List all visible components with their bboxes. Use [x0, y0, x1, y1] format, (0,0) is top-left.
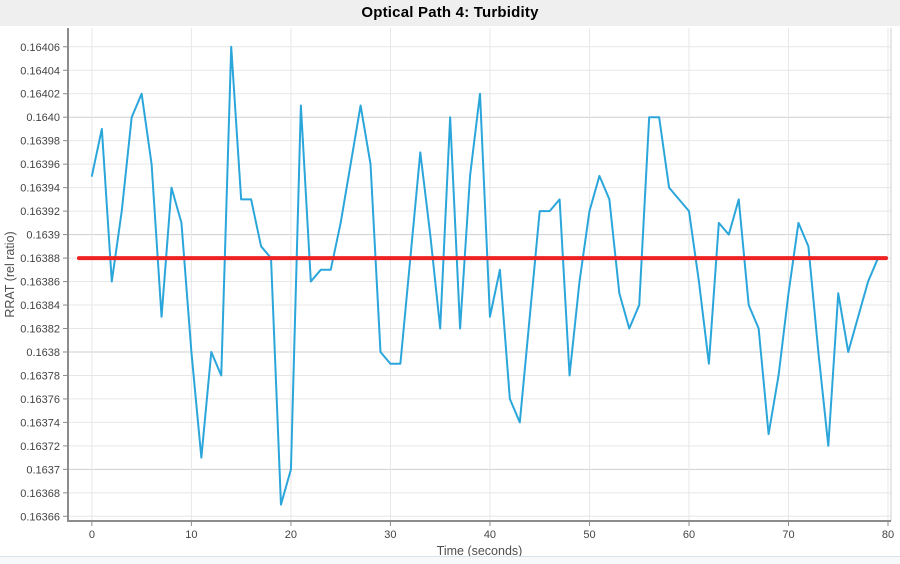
y-tick-label: 0.16384 — [20, 300, 60, 312]
y-tick-label: 0.1639 — [26, 230, 60, 242]
y-tick-label: 0.16368 — [20, 488, 60, 500]
series-line — [90, 45, 880, 506]
y-tick-label: 0.16382 — [20, 323, 60, 335]
x-tick-label: 40 — [484, 529, 496, 541]
y-tick-label: 0.16366 — [20, 511, 60, 523]
y-tick-label: 0.16402 — [20, 89, 60, 101]
x-tick-label: 20 — [285, 529, 297, 541]
y-tick-label: 0.16388 — [20, 253, 60, 265]
window-footer-strip — [0, 556, 900, 564]
x-tick-label: 10 — [185, 529, 197, 541]
y-tick-label: 0.16394 — [20, 183, 60, 195]
y-tick-label: 0.1637 — [26, 464, 60, 476]
x-tick-label: 70 — [782, 529, 794, 541]
chart-title-bar: Optical Path 4: Turbidity — [0, 0, 900, 26]
y-tick-label: 0.16386 — [20, 277, 60, 289]
y-tick-label: 0.16376 — [20, 394, 60, 406]
y-tick-label: 0.16396 — [20, 159, 60, 171]
y-tick-label: 0.16372 — [20, 441, 60, 453]
y-tick-label: 0.16374 — [20, 417, 60, 429]
x-tick-label: 0 — [89, 529, 95, 541]
y-tick-label: 0.16406 — [20, 42, 60, 54]
y-axis-title: RRAT (rel ratio) — [3, 231, 17, 317]
chart-title: Optical Path 4: Turbidity — [361, 4, 539, 21]
y-tick-label: 0.16378 — [20, 370, 60, 382]
y-tick-label: 0.1638 — [26, 347, 60, 359]
x-tick-label: 80 — [882, 529, 894, 541]
y-tick-label: 0.16398 — [20, 136, 60, 148]
y-tick-label: 0.16392 — [20, 206, 60, 218]
x-tick-label: 50 — [583, 529, 595, 541]
y-tick-label: 0.16404 — [20, 65, 60, 77]
y-tick-label: 0.1640 — [26, 112, 60, 124]
x-tick-label: 60 — [683, 529, 695, 541]
turbidity-chart-svg[interactable]: 0.16406 0.16404 0.16402 0.1640 0.16398 0.1639… — [0, 26, 900, 556]
x-axis-title: Time (seconds) — [437, 544, 523, 556]
x-tick-label: 30 — [384, 529, 396, 541]
